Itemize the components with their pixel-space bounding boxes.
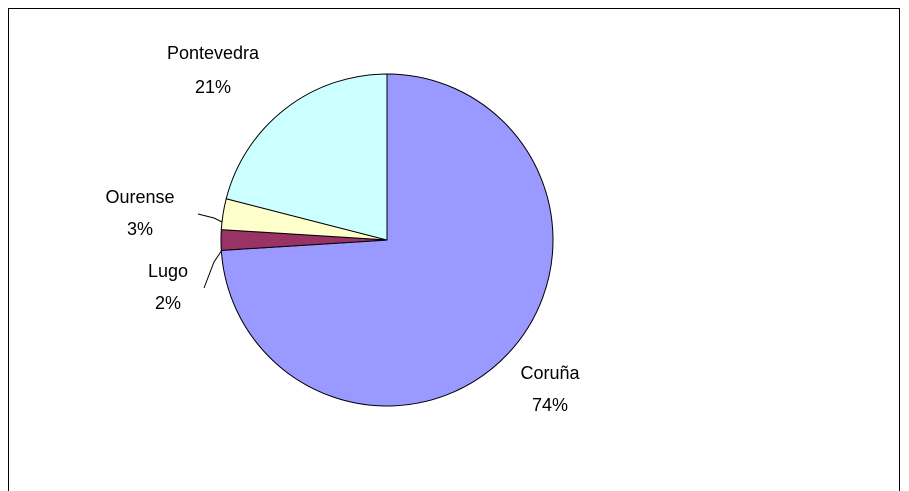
- slice-label: Coruña: [520, 363, 580, 383]
- slice-value-label: 74%: [532, 395, 568, 415]
- leader-line: [203, 249, 223, 289]
- pie: [220, 73, 554, 407]
- pie-slice: [225, 73, 388, 241]
- chart-frame: [8, 8, 900, 491]
- slice-label: Ourense: [105, 187, 174, 207]
- slice-label: Lugo: [148, 261, 188, 281]
- slice-value-label: 21%: [195, 77, 231, 97]
- leader-line: [197, 213, 223, 223]
- slice-value-label: 3%: [127, 219, 153, 239]
- slice-value-label: 2%: [155, 293, 181, 313]
- slice-label: Pontevedra: [167, 43, 260, 63]
